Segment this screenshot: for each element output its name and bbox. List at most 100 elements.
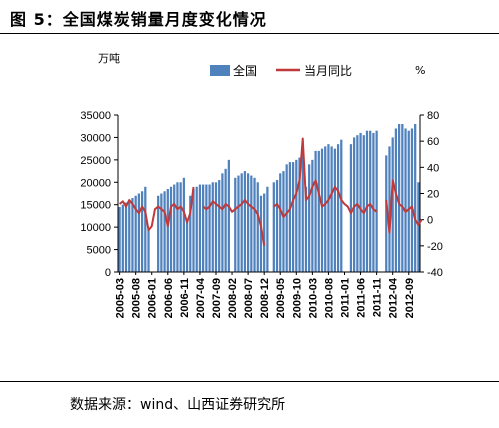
left-tick-label: 35000 xyxy=(80,110,111,122)
bar-national xyxy=(202,184,205,272)
bar-national xyxy=(317,150,320,272)
bar-national xyxy=(369,130,372,272)
bar-national xyxy=(362,135,365,272)
bar-national xyxy=(157,195,160,272)
bar-national xyxy=(410,128,414,272)
figure-title: 图 5：全国煤炭销量月度变化情况 xyxy=(10,10,267,29)
right-tick-label: 20 xyxy=(427,189,439,201)
bar-national xyxy=(173,184,176,272)
bar-national xyxy=(282,171,285,272)
legend-label-national: 全国 xyxy=(233,63,257,78)
legend: 全国 当月同比 xyxy=(210,63,352,78)
bar-national xyxy=(385,155,388,272)
bar-national xyxy=(391,137,394,272)
bar-national xyxy=(240,173,243,272)
bar-national xyxy=(285,164,288,272)
left-tick-label: 30000 xyxy=(80,132,111,144)
bar-national xyxy=(375,130,378,272)
x-tick-label: 2011-11 xyxy=(372,278,384,317)
x-tick-label: 2008-12 xyxy=(259,278,271,318)
bar-national xyxy=(272,182,275,272)
x-tick-label: 2010-08 xyxy=(323,278,335,318)
bar-national xyxy=(246,173,250,272)
x-tick-label: 2010-03 xyxy=(307,278,319,318)
bar-national xyxy=(407,130,410,272)
bar-national xyxy=(256,182,259,272)
bar-national xyxy=(414,123,417,272)
bar-national xyxy=(144,186,147,272)
yoy-line-series xyxy=(118,137,423,246)
yoy-line-segment xyxy=(118,186,195,232)
right-tick-label: 40 xyxy=(427,162,439,174)
bar-national xyxy=(314,150,317,272)
bar-national xyxy=(160,193,163,272)
left-tick-label: 5000 xyxy=(87,245,111,257)
bar-national xyxy=(308,164,311,272)
bar-national xyxy=(304,186,308,272)
bar-national xyxy=(250,175,253,272)
bar-national xyxy=(166,189,169,272)
source-rule xyxy=(0,381,499,382)
bar-national xyxy=(365,130,369,272)
bar-national xyxy=(121,204,124,272)
bar-national xyxy=(128,200,131,272)
x-tick-label: 2007-09 xyxy=(211,278,223,318)
title-rule xyxy=(0,33,499,34)
bar-national xyxy=(134,195,137,272)
yoy-line-segment xyxy=(273,137,378,219)
bar-national xyxy=(311,159,314,272)
yoy-line-segment xyxy=(202,199,266,246)
coal-sales-chart: 0 5000 10000 15000 20000 25000 30000 35000 -40 -2… xyxy=(80,52,443,318)
x-tick-label: 2006-11 xyxy=(179,278,191,318)
bar-national xyxy=(124,202,128,272)
bar-national xyxy=(353,137,356,272)
bar-national xyxy=(189,195,192,272)
bar-national xyxy=(327,144,330,272)
x-tick-label: 2005-08 xyxy=(131,278,143,318)
bar-national xyxy=(401,123,404,272)
left-tick-label: 15000 xyxy=(80,200,111,212)
bar-national xyxy=(195,186,198,272)
x-tick-label: 2011-06 xyxy=(356,278,368,318)
bar-national xyxy=(394,128,398,272)
bar-national xyxy=(301,153,304,272)
bar-national xyxy=(388,146,391,272)
bar-national xyxy=(291,162,295,272)
x-tick-label: 2005-03 xyxy=(115,278,127,318)
x-tick-label: 2011-01 xyxy=(340,278,352,318)
bar-national xyxy=(259,195,263,272)
bar-national xyxy=(359,132,362,272)
bar-national xyxy=(198,184,202,272)
bar-national xyxy=(224,168,227,272)
yoy-line-segment xyxy=(385,179,423,234)
bar-national xyxy=(234,177,237,272)
right-axis-unit: % xyxy=(415,64,425,77)
bar-national xyxy=(221,173,224,272)
bar-national xyxy=(140,191,144,272)
x-tick-label: 2006-01 xyxy=(147,278,159,318)
x-tick-label: 2006-06 xyxy=(163,278,175,318)
bar-national xyxy=(349,144,353,272)
bar-national xyxy=(131,197,134,272)
bar-national xyxy=(208,184,211,272)
right-tick-label: -40 xyxy=(427,267,443,279)
bar-national xyxy=(214,182,218,272)
bar-national xyxy=(182,177,185,272)
x-tick-label: 2007-04 xyxy=(195,277,207,318)
axes: 0 5000 10000 15000 20000 25000 30000 35000 -40 -2… xyxy=(80,110,443,318)
legend-swatch-national xyxy=(210,65,230,76)
legend-label-yoy: 当月同比 xyxy=(304,64,352,78)
left-tick-label: 10000 xyxy=(80,222,111,234)
bar-national xyxy=(169,186,173,272)
bar-national xyxy=(324,146,327,272)
x-tick-label: 2009-05 xyxy=(275,278,287,318)
bar-national xyxy=(227,159,230,272)
bar-national xyxy=(263,193,266,272)
x-tick-label: 2008-07 xyxy=(243,278,255,318)
bar-national xyxy=(298,157,301,272)
x-tick-label: 2008-02 xyxy=(227,278,239,318)
x-tick-label: 2012-04 xyxy=(388,277,400,318)
bar-national xyxy=(237,175,240,272)
left-axis-unit: 万吨 xyxy=(98,52,120,65)
bar-national xyxy=(288,162,292,272)
